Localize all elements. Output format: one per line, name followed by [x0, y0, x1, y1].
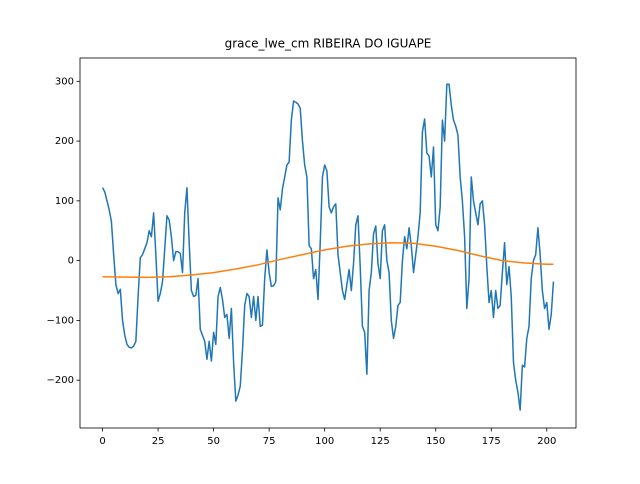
y-tick-label: 0 [68, 256, 74, 267]
line [101, 83, 555, 411]
y-tick-label: −200 [47, 375, 74, 386]
line [102, 241, 554, 279]
y-tick-label: 100 [55, 196, 74, 207]
y-tick-label: −100 [47, 315, 74, 326]
x-tick-label: 25 [152, 436, 165, 447]
x-tick-label: 150 [426, 436, 445, 447]
x-tick-label: 200 [537, 436, 556, 447]
axes-frame [79, 57, 577, 429]
x-tick-label: 125 [371, 436, 390, 447]
x-tick-label: 0 [99, 436, 105, 447]
y-tick-label: 200 [55, 136, 74, 147]
chart-title: grace_lwe_cm RIBEIRA DO IGUAPE [225, 37, 432, 51]
y-tick-label: 300 [55, 76, 74, 87]
x-tick-label: 75 [263, 436, 276, 447]
x-tick-label: 175 [482, 436, 501, 447]
x-tick-label: 100 [315, 436, 334, 447]
x-tick-label: 50 [207, 436, 220, 447]
